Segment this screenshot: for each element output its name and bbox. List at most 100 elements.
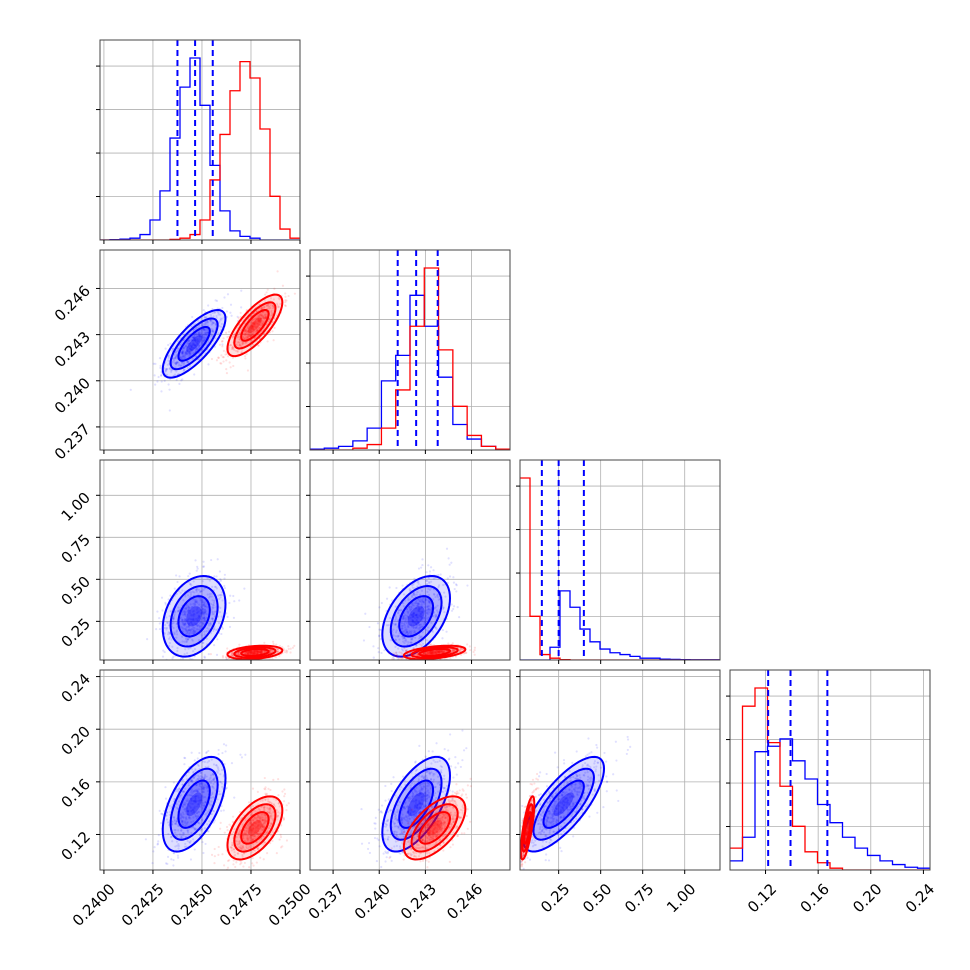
blue-scatter-point [197,614,200,617]
blue-scatter-point [202,786,205,790]
red-scatter-point [217,845,220,849]
blue-scatter-point [407,623,410,627]
blue-scatter-point [190,779,193,782]
blue-scatter-point [188,617,191,620]
blue-scatter-point [407,612,410,615]
blue-scatter-point [399,609,402,612]
red-scatter-point [278,644,282,648]
blue-scatter-point [186,637,190,641]
red-scatter-point [265,291,268,294]
red-scatter-point [257,650,260,653]
blue-scatter-point [215,653,219,656]
red-scatter-point [432,652,435,655]
blue-contour [381,574,452,658]
blue-scatter-point [415,614,418,617]
red-scatter-point [259,651,262,654]
blue-scatter-point [417,616,420,619]
blue-scatter-point [190,797,193,801]
blue-scatter-point [411,619,414,622]
red-scatter-point [271,304,275,307]
blue-scatter-point [207,622,210,625]
blue-scatter-point [182,816,185,819]
red-scatter-point [428,651,432,654]
blue-scatter-point [194,789,197,792]
blue-scatter-point [405,629,408,632]
red-scatter-point [278,838,281,841]
blue-scatter-point [404,599,407,602]
red-scatter-point [248,334,251,337]
red-scatter-point [394,654,397,657]
blue-scatter-point [193,795,196,798]
blue-scatter-point [202,607,205,611]
blue-scatter-point [180,829,183,832]
blue-scatter-point [176,580,179,584]
blue-scatter-point [174,357,177,360]
red-scatter-point [250,834,253,838]
blue-scatter-point [428,611,432,614]
red-scatter-point [249,821,252,824]
blue-scatter-point [210,803,213,807]
blue-scatter-point [425,571,428,574]
red-scatter-point [261,825,264,828]
red-scatter-point [250,825,253,828]
blue-scatter-point [395,586,398,590]
blue-scatter-point [429,580,433,583]
blue-scatter-point [197,803,200,806]
blue-scatter-point [188,624,191,627]
red-scatter-point [269,650,272,653]
red-scatter-point [438,649,441,652]
blue-scatter-point [210,558,213,562]
red-scatter-point [245,353,248,356]
red-scatter-point [250,823,253,826]
blue-scatter-point [189,797,192,800]
red-scatter-point [225,359,228,362]
red-scatter-point [243,861,246,865]
red-scatter-point [440,651,443,654]
blue-scatter-point [196,763,200,766]
blue-scatter-point [191,335,194,339]
blue-scatter-point [201,760,204,763]
blue-scatter-point [198,805,201,808]
red-scatter-point [257,318,260,321]
red-scatter-point [230,873,232,875]
red-scatter-point [267,305,271,308]
red-scatter-point [256,650,259,653]
blue-scatter-point [192,619,195,622]
red-scatter-point [259,799,262,802]
blue-scatter-point [392,628,395,631]
blue-scatter-point [183,763,186,766]
blue-scatter-point [187,628,191,632]
blue-scatter-point [203,338,206,341]
blue-scatter-point [415,613,419,616]
red-scatter-point [249,327,252,330]
blue-scatter-point [170,858,173,861]
blue-scatter-point [194,795,197,798]
blue-scatter-point [212,604,215,607]
red-scatter-point [282,816,285,819]
blue-scatter-point [410,605,413,608]
red-scatter-point [248,844,251,847]
blue-scatter-point [187,608,190,612]
blue-scatter-point [223,584,226,588]
blue-scatter-point [394,622,397,626]
blue-scatter-point [168,804,171,807]
blue-scatter-point [405,621,409,624]
red-scatter-point [238,344,241,347]
red-scatter-point [273,287,276,290]
blue-scatter-point [196,815,200,818]
blue-scatter-point [200,803,203,807]
blue-scatter-point [419,610,422,613]
blue-scatter-point [417,567,421,570]
blue-scatter-point [200,795,203,798]
blue-scatter-point [212,763,216,766]
blue-scatter-point [174,355,178,358]
blue-scatter-point [228,601,231,605]
blue-scatter-point [172,347,175,350]
blue-scatter-point [428,601,431,605]
red-scatter-point [254,652,257,656]
blue-scatter-point [425,612,428,615]
blue-scatter-point [198,334,202,337]
blue-scatter-point [190,802,193,805]
blue-scatter-point [212,782,215,785]
red-scatter-point [224,353,227,356]
